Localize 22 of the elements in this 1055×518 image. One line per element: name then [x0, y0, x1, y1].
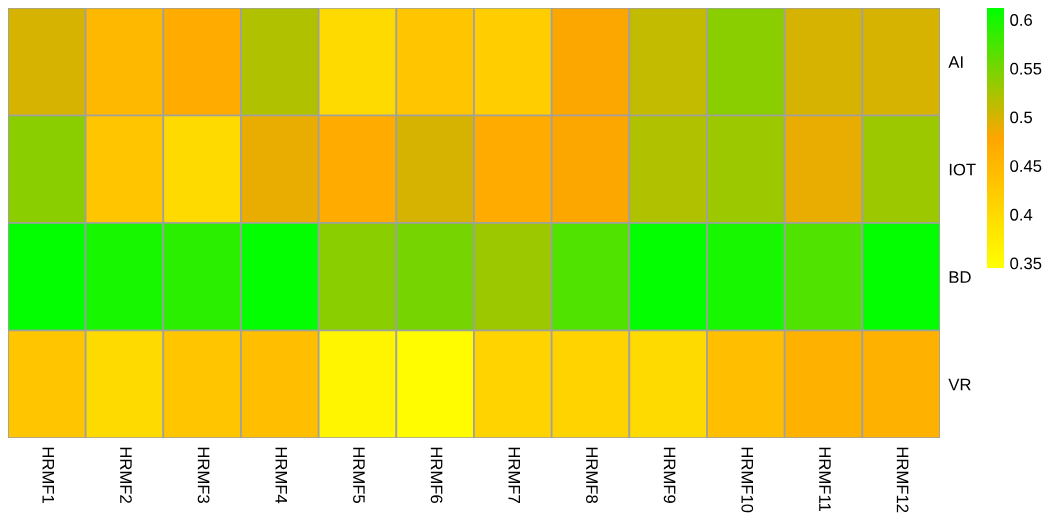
x-tick-label: HRMF12: [896, 447, 909, 513]
color-bar-label: 0.5: [1010, 111, 1033, 124]
x-tick-label: HRMF5: [353, 447, 365, 504]
color-bar-label: 0.45: [1010, 160, 1042, 172]
color-bar-label: 0.4: [1010, 208, 1033, 221]
color-bar-label: 0.55: [1010, 62, 1042, 75]
x-tick-label: HRMF11: [819, 447, 831, 511]
x-tick-label: HRMF10: [741, 447, 754, 513]
x-tick-label: HRMF4: [275, 447, 287, 504]
y-tick-label: VR: [948, 378, 971, 391]
x-tick-label: HRMF8: [586, 447, 598, 504]
x-tick-label: HRMF7: [508, 447, 520, 503]
y-tick-label: AI: [948, 56, 963, 68]
y-tick-label: BD: [949, 271, 971, 283]
x-tick-label: HRMF1: [42, 447, 54, 503]
x-tick-label: HRMF9: [663, 447, 676, 503]
x-tick-label: HRMF6: [430, 447, 443, 504]
color-bar-label: 0.35: [1010, 257, 1042, 270]
x-tick-label: HRMF3: [197, 447, 210, 504]
color-bar-label: 0.6: [1010, 14, 1032, 26]
x-tick-label: HRMF2: [120, 447, 132, 503]
y-tick-label: IOT: [949, 163, 976, 176]
